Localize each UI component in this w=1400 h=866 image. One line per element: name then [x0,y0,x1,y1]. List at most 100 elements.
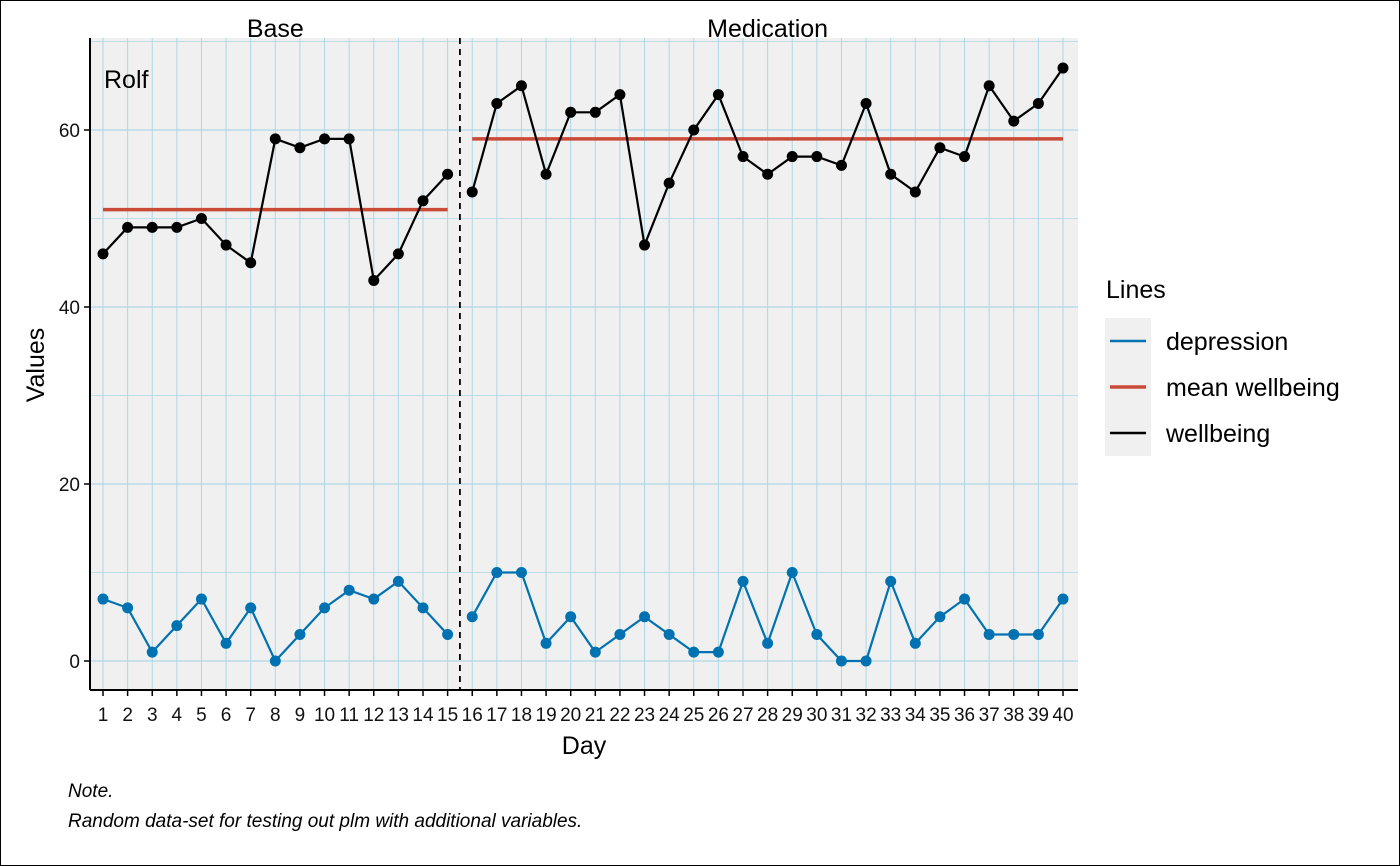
x-tick-label: 25 [683,705,704,726]
x-tick-label: 20 [560,705,581,726]
x-tick-label: 16 [462,705,483,726]
depression-point [934,611,946,623]
x-tick-label: 27 [732,705,753,726]
wellbeing-point [540,168,552,180]
phase-label: Medication [707,15,828,43]
x-tick-label: 21 [585,705,606,726]
depression-point [885,575,897,587]
wellbeing-point [1057,62,1069,74]
x-tick-label: 32 [856,705,877,726]
wellbeing-point [515,80,527,92]
depression-point [466,611,478,623]
depression-point [639,611,651,623]
wellbeing-point [417,195,429,207]
panel-background [90,38,1078,690]
wellbeing-point [466,186,478,198]
x-axis-title: Day [562,732,607,760]
depression-point [195,593,207,605]
note-title: Note. [68,781,113,802]
wellbeing-point [195,213,207,224]
x-tick-label: 11 [339,705,359,726]
x-tick-label: 12 [363,705,384,726]
note-text: Random data-set for testing out plm with… [68,811,582,832]
x-tick-label: 5 [196,705,207,726]
wellbeing-point [269,133,281,145]
x-tick-label: 31 [831,705,852,726]
wellbeing-point [860,97,872,109]
series-points [97,62,1069,667]
wellbeing-point [712,89,724,101]
wellbeing-point [688,124,700,136]
depression-point [589,646,601,658]
wellbeing-point [146,221,158,233]
x-tick-label: 8 [270,705,281,726]
wellbeing-point [934,142,946,154]
wellbeing-point [171,221,183,233]
x-tick-label: 2 [122,705,133,726]
depression-point [392,575,404,587]
depression-point [442,628,454,640]
wellbeing-point [786,151,798,163]
wellbeing-point [368,274,380,286]
depression-point [688,646,700,658]
wellbeing-point [909,186,921,198]
wellbeing-point [392,248,404,260]
x-tick-label: 9 [295,705,306,726]
wellbeing-point [835,159,847,171]
depression-point [959,593,971,605]
x-tick-label: 17 [486,705,507,726]
x-tick-label: 37 [979,705,1000,726]
plot-panel [90,38,1078,690]
x-tick-label: 33 [880,705,901,726]
depression-point [319,602,331,614]
phase-label: Base [247,15,304,43]
depression-point [860,655,872,667]
x-tick-label: 22 [609,705,630,726]
depression-point [491,567,503,578]
y-tick-label: 20 [59,475,80,496]
legend: Lines depression mean wellbeing wellbeing [1105,276,1340,456]
y-axis-title: Values [22,328,50,403]
x-tick-label: 28 [757,705,778,726]
legend-label: wellbeing [1165,420,1270,448]
case-label: Rolf [104,66,149,94]
x-tick-label: 10 [314,705,335,726]
x-tick-label: 6 [221,705,232,726]
depression-point [614,628,626,640]
depression-point [220,637,232,649]
depression-point [737,575,749,587]
phase-labels: Base Medication [247,15,828,43]
wellbeing-point [663,177,675,189]
depression-point [762,637,774,649]
wellbeing-point [220,239,232,251]
depression-point [909,637,921,649]
depression-point [368,593,380,605]
wellbeing-point [1032,97,1044,109]
x-tick-label: 13 [388,705,409,726]
x-tick-label: 19 [536,705,557,726]
depression-point [1032,628,1044,640]
x-tick-label: 26 [708,705,729,726]
depression-point [712,646,724,658]
depression-point [515,567,527,578]
wellbeing-point [294,142,306,154]
depression-point [811,628,823,640]
x-tick-label: 35 [929,705,950,726]
x-tick-label: 40 [1052,705,1073,726]
y-tick-label: 0 [69,652,80,673]
wellbeing-point [97,248,109,260]
wellbeing-point [319,133,331,145]
depression-point [835,655,847,667]
legend-label: depression [1166,328,1288,356]
wellbeing-point [614,89,626,101]
wellbeing-point [983,80,995,92]
wellbeing-point [442,168,454,180]
x-tick-label: 3 [147,705,158,726]
mean-lines [103,137,1063,212]
wellbeing-point [122,221,134,233]
depression-point [663,628,675,640]
x-tick-label: 38 [1003,705,1024,726]
x-tick-label: 15 [437,705,458,726]
